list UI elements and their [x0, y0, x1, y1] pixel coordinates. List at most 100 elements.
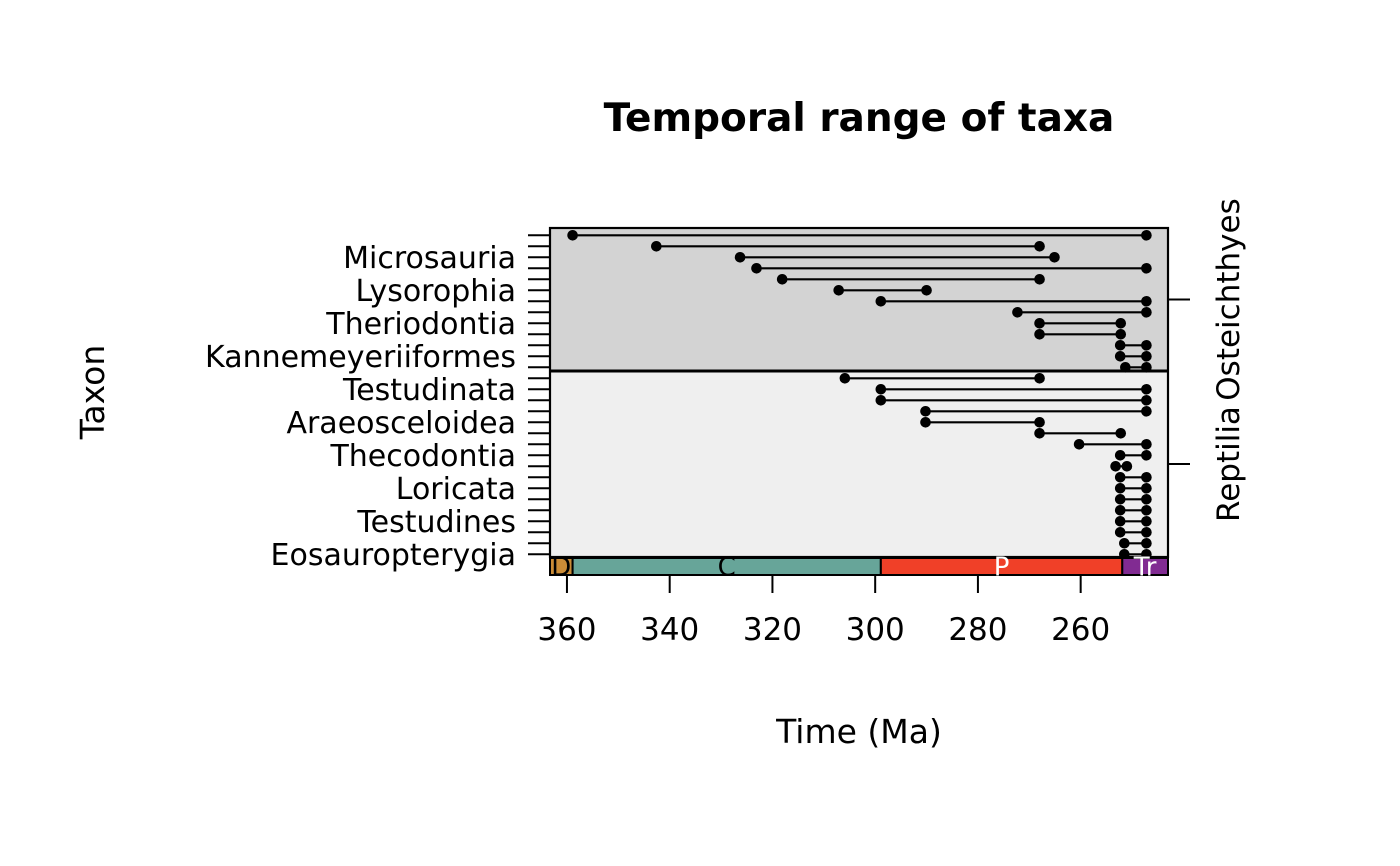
lad-dot [1034, 417, 1045, 428]
group-label-osteichthyes: Osteichthyes [1211, 198, 1247, 400]
taxon-range-row [1073, 439, 1152, 450]
geo-segment-label: C [718, 553, 736, 583]
lad-dot [1141, 516, 1152, 527]
taxon-range-row [751, 263, 1152, 274]
taxon-range-row [1114, 505, 1152, 516]
fad-dot [839, 373, 851, 384]
taxon-range-row [651, 241, 1045, 252]
geo-segment-label: D [551, 553, 571, 583]
fad-dot [1114, 527, 1126, 538]
x-tick-label: 360 [537, 612, 596, 648]
fad-dot [1114, 483, 1126, 494]
taxon-range-row [734, 251, 1060, 263]
fad-dot [1034, 318, 1045, 329]
fad-dot [734, 251, 746, 263]
x-tick-label: 300 [846, 612, 905, 648]
geo-segment-label: Tr [1133, 553, 1157, 583]
group-label-reptilia: Reptilia [1211, 406, 1247, 522]
fad-dot [875, 384, 887, 395]
geo-segment-tr [1121, 557, 1169, 576]
fad-dot [1114, 472, 1126, 483]
fad-dot [833, 285, 845, 296]
taxon-range-row [1114, 527, 1152, 538]
lad-dot [1141, 351, 1152, 362]
fad-dot [1114, 494, 1126, 505]
lad-dot [921, 285, 932, 296]
lad-dot [1141, 307, 1152, 318]
taxon-range-row [1034, 329, 1127, 340]
taxon-range-row [833, 285, 932, 296]
y-axis-title: Taxon [73, 345, 112, 441]
lad-dot [1141, 340, 1152, 351]
plot-region-reptilia [550, 371, 1168, 557]
lad-dot [1034, 274, 1045, 285]
fad-dot [567, 230, 578, 241]
lad-dot [1141, 296, 1152, 307]
fad-dot [875, 395, 887, 406]
lad-dot [1115, 318, 1127, 329]
lad-dot [1141, 362, 1152, 373]
fad-dot [1120, 362, 1131, 373]
fad-dot [1114, 505, 1126, 516]
fad-dot [920, 406, 931, 417]
x-axis-title: Time (Ma) [775, 712, 942, 751]
plot-region-osteichthyes [550, 228, 1168, 371]
fad-dot [1034, 428, 1045, 439]
taxon-range-row [875, 395, 1152, 406]
lad-dot [1141, 439, 1152, 450]
taxon-range-row [1114, 351, 1152, 362]
taxon-range-row [776, 274, 1045, 285]
lad-dot [1141, 527, 1152, 538]
lad-dot [1141, 494, 1152, 505]
taxon-label: Theriodontia [325, 307, 516, 342]
lad-dot [1049, 251, 1060, 263]
taxon-range-row [1114, 472, 1152, 483]
taxon-range-row [920, 406, 1152, 417]
lad-dot [1034, 241, 1045, 252]
taxon-label: Araeosceloidea [286, 406, 516, 441]
taxon-range-row [567, 230, 1152, 241]
lad-dot [1141, 406, 1152, 417]
geo-segment-label: P [994, 553, 1010, 583]
taxon-label: Loricata [396, 472, 516, 507]
fad-dot [1110, 461, 1121, 472]
taxon-range-row [839, 373, 1045, 384]
taxon-range-row [875, 384, 1152, 395]
fad-dot [776, 274, 788, 285]
lad-dot [1141, 395, 1152, 406]
fad-dot [1073, 439, 1085, 450]
taxon-label: Testudinata [342, 373, 516, 408]
lad-dot [1141, 483, 1152, 494]
taxon-label: Eosauropterygia [271, 538, 516, 573]
x-tick-label: 280 [948, 612, 1007, 648]
lad-dot [1141, 230, 1152, 241]
lad-dot [1141, 472, 1152, 483]
lad-dot [1121, 461, 1133, 472]
taxon-range-row [1114, 340, 1152, 351]
fad-dot [1119, 538, 1130, 549]
lad-dot [1034, 373, 1045, 384]
taxon-label: Lysorophia [355, 274, 516, 309]
taxon-label: Kannemeyeriiformes [205, 340, 516, 375]
taxon-range-row [1114, 483, 1152, 494]
lad-dot [1141, 505, 1152, 516]
fad-dot [1114, 340, 1126, 351]
taxon-range-row [1119, 549, 1152, 560]
taxon-range-row [1114, 516, 1152, 527]
lad-dot [1141, 384, 1152, 395]
fad-dot [1119, 549, 1130, 560]
x-tick-label: 320 [743, 612, 802, 648]
lad-dot [1141, 263, 1152, 274]
taxon-label: Testudines [356, 505, 516, 540]
lad-dot [1141, 549, 1152, 560]
fad-dot [651, 241, 662, 252]
x-tick-label: 260 [1051, 612, 1110, 648]
lad-dot [1115, 329, 1127, 340]
taxon-range-row [1120, 362, 1152, 373]
taxon-label: Microsauria [343, 241, 516, 276]
taxon-label: Thecodontia [329, 439, 516, 474]
fad-dot [875, 296, 887, 307]
taxon-range-row [1034, 318, 1127, 329]
